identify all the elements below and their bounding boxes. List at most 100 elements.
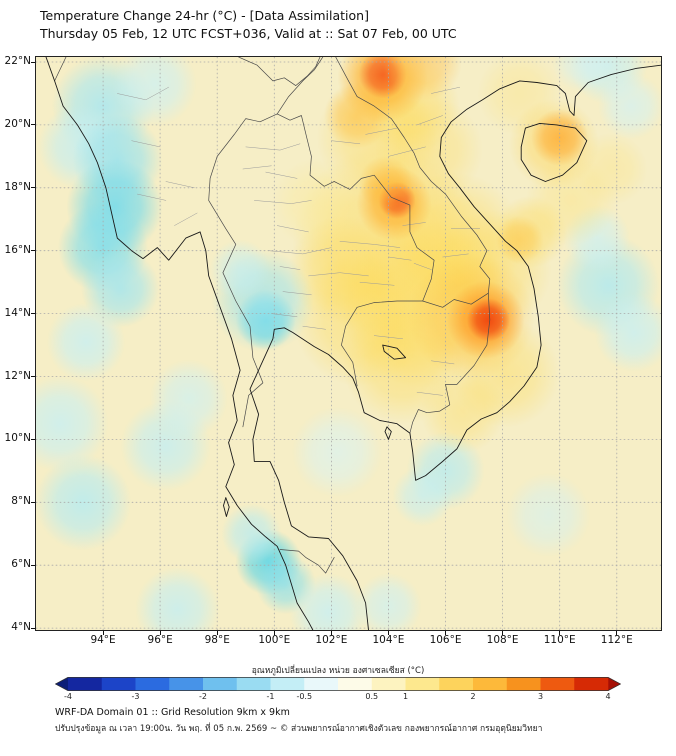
colorbar-segment <box>304 677 339 691</box>
admin-boundary <box>388 256 412 261</box>
colorbar-left-arrow <box>55 677 68 691</box>
lat-axis-tick <box>31 627 35 629</box>
map-frame <box>35 56 662 631</box>
lat-axis-label: 10°N <box>4 432 31 445</box>
admin-boundary <box>117 86 169 101</box>
admin-boundary <box>254 200 312 204</box>
country-border <box>341 300 424 387</box>
admin-boundary <box>431 360 455 365</box>
lon-axis-tick <box>559 631 561 635</box>
colorbar-segment <box>506 677 541 691</box>
colorbar-tick-label: 3 <box>537 692 544 701</box>
lon-axis-tick <box>102 631 104 635</box>
lon-axis-tick <box>216 631 218 635</box>
lon-axis-label: 112°E <box>600 634 633 646</box>
colorbar-segment <box>203 677 238 691</box>
lat-axis-tick <box>31 501 35 503</box>
lat-axis-label: 22°N <box>4 55 31 68</box>
coastline <box>382 344 407 360</box>
admin-boundary <box>416 115 443 126</box>
lon-axis-label: 102°E <box>315 634 348 646</box>
lon-axis-tick <box>159 631 161 635</box>
lat-axis-label: 16°N <box>4 243 31 256</box>
lon-axis-tick <box>616 631 618 635</box>
country-border <box>422 292 489 308</box>
page-subtitle: Thursday 05 Feb, 12 UTC FCST+036, Valid … <box>40 26 457 41</box>
admin-boundary <box>268 247 332 255</box>
colorbar-tick-label: 0.5 <box>365 692 379 701</box>
lon-axis-tick <box>445 631 447 635</box>
lat-axis-label: 12°N <box>4 369 31 382</box>
admin-boundary <box>442 253 469 258</box>
colorbar-segment <box>405 677 440 691</box>
lon-axis-tick <box>387 631 389 635</box>
lat-axis-tick <box>31 250 35 252</box>
admin-boundary <box>242 165 272 170</box>
map-overlay <box>36 57 661 630</box>
colorbar-tick-label: -0.5 <box>296 692 313 701</box>
colorbar-tick-labels: -4 -3 -2 -1 -0.5 0.5 1 2 3 4 <box>55 692 621 702</box>
admin-boundary <box>279 266 301 270</box>
lon-axis-tick <box>502 631 504 635</box>
colorbar-segment <box>540 677 575 691</box>
admin-boundary <box>245 143 301 151</box>
admin-boundary <box>265 171 298 179</box>
admin-boundary <box>165 181 195 189</box>
lat-axis-label: 8°N <box>11 495 31 508</box>
colorbar-segment <box>135 677 170 691</box>
admin-boundary <box>308 272 369 277</box>
admin-boundary <box>331 140 361 145</box>
lat-axis-label: 20°N <box>4 117 31 130</box>
lat-axis-label: 6°N <box>11 558 31 571</box>
lon-axis-label: 110°E <box>543 634 576 646</box>
lat-axis-tick <box>31 313 35 315</box>
lon-axis-label: 98°E <box>204 634 230 646</box>
admin-boundary <box>416 391 443 396</box>
colorbar-segment <box>439 677 474 691</box>
colorbar-segment <box>371 677 406 691</box>
admin-boundary <box>137 193 167 201</box>
admin-boundary <box>413 263 432 270</box>
lon-axis-tick <box>273 631 275 635</box>
country-border <box>276 113 435 302</box>
lat-axis-tick <box>31 564 35 566</box>
colorbar-outline <box>54 677 622 691</box>
admin-boundary <box>282 291 312 296</box>
country-border <box>208 113 278 428</box>
admin-boundary <box>174 212 198 226</box>
colorbar-segment <box>169 677 204 691</box>
lon-axis-label: 104°E <box>372 634 405 646</box>
lat-axis-tick <box>31 61 35 63</box>
coastline <box>45 57 314 630</box>
admin-boundary <box>339 241 401 248</box>
lon-axis-label: 100°E <box>258 634 291 646</box>
lat-axis-tick <box>31 438 35 440</box>
colorbar-tick-label: -3 <box>131 692 140 701</box>
country-border <box>335 57 491 294</box>
coastline <box>223 497 230 517</box>
country-border <box>276 57 324 115</box>
colorbar-tick-label: -1 <box>266 692 275 701</box>
temperature-field-canvas <box>36 57 661 630</box>
lon-axis-tick <box>330 631 332 635</box>
footer-attribution: ปรับปรุงข้อมูล ณ เวลา 19:00น. วัน พฤ. ที… <box>55 724 543 734</box>
colorbar-segment <box>68 677 103 691</box>
lat-axis-label: 14°N <box>4 306 31 319</box>
colorbar-segment <box>338 677 373 691</box>
lat-axis-tick <box>31 376 35 378</box>
admin-boundary <box>365 127 398 135</box>
colorbar-tick-label: -2 <box>199 692 207 701</box>
country-border <box>279 549 335 574</box>
colorbar-tick-label: 1 <box>402 692 409 701</box>
admin-boundary <box>402 222 426 226</box>
lon-axis-label: 94°E <box>90 634 116 646</box>
colorbar-tick-label: 2 <box>470 692 476 701</box>
admin-boundary <box>276 225 309 233</box>
colorbar-segment <box>574 677 609 691</box>
colorbar-segment <box>236 677 271 691</box>
colorbar-segment <box>473 677 508 691</box>
admin-boundary <box>271 313 298 318</box>
footer-domain-info: WRF-DA Domain 01 :: Grid Resolution 9km … <box>55 707 290 718</box>
admin-boundary <box>302 325 326 330</box>
